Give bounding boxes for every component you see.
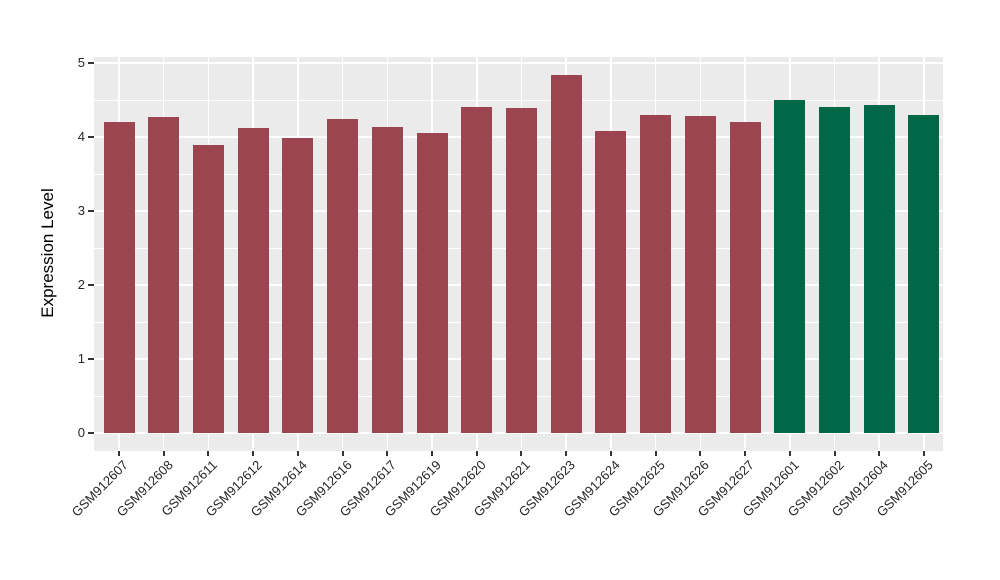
x-axis-tick xyxy=(341,451,344,456)
x-axis-tick xyxy=(207,451,210,456)
bar xyxy=(729,122,761,434)
x-axis-tick xyxy=(431,451,434,456)
y-axis-tick-label: 3 xyxy=(77,203,85,219)
bar xyxy=(774,100,806,434)
y-axis-tick xyxy=(88,358,94,361)
gridline-y-minor xyxy=(94,100,943,102)
x-axis-tick xyxy=(162,451,165,456)
bar xyxy=(148,117,180,434)
x-axis-tick xyxy=(386,451,389,456)
x-axis-tick xyxy=(922,451,925,456)
x-axis-tick xyxy=(744,451,747,456)
bar xyxy=(327,118,359,434)
bar xyxy=(908,114,940,434)
y-axis-tick xyxy=(88,62,94,64)
x-axis-tick xyxy=(699,451,702,456)
bar xyxy=(550,74,582,434)
y-axis-tick xyxy=(88,136,94,139)
y-axis-tick-label: 2 xyxy=(77,277,85,293)
x-axis-tick xyxy=(565,451,568,456)
bar xyxy=(103,121,135,434)
bar xyxy=(192,145,224,434)
plot-panel xyxy=(94,57,943,451)
gridline-y-major xyxy=(94,62,943,64)
x-axis-tick xyxy=(654,451,657,456)
y-axis-tick-label: 1 xyxy=(77,351,85,367)
x-axis-tick xyxy=(878,451,881,456)
y-axis-tick-label: 5 xyxy=(77,55,85,70)
bar xyxy=(684,116,716,434)
x-axis-tick xyxy=(520,451,523,456)
bar xyxy=(819,107,851,434)
y-axis-tick xyxy=(88,432,94,435)
y-axis-tick-label: 0 xyxy=(77,425,85,441)
bar xyxy=(371,126,403,434)
x-axis-tick xyxy=(609,451,612,456)
x-axis-tick xyxy=(788,451,791,456)
bar xyxy=(595,131,627,434)
bar xyxy=(505,108,537,434)
bar xyxy=(863,105,895,434)
x-axis-tick xyxy=(475,451,478,456)
y-axis-tick xyxy=(88,284,94,287)
x-axis-tick xyxy=(833,451,836,456)
x-axis-tick xyxy=(118,451,120,456)
y-axis-tick xyxy=(88,210,94,213)
gridline-y-major xyxy=(94,432,943,435)
bar xyxy=(640,114,672,434)
x-axis-tick xyxy=(252,451,255,456)
bar xyxy=(416,132,448,434)
y-axis-tick-label: 4 xyxy=(77,129,85,145)
bar xyxy=(237,128,269,434)
bar xyxy=(282,137,314,434)
bar xyxy=(461,106,493,434)
x-axis-tick xyxy=(296,451,299,456)
